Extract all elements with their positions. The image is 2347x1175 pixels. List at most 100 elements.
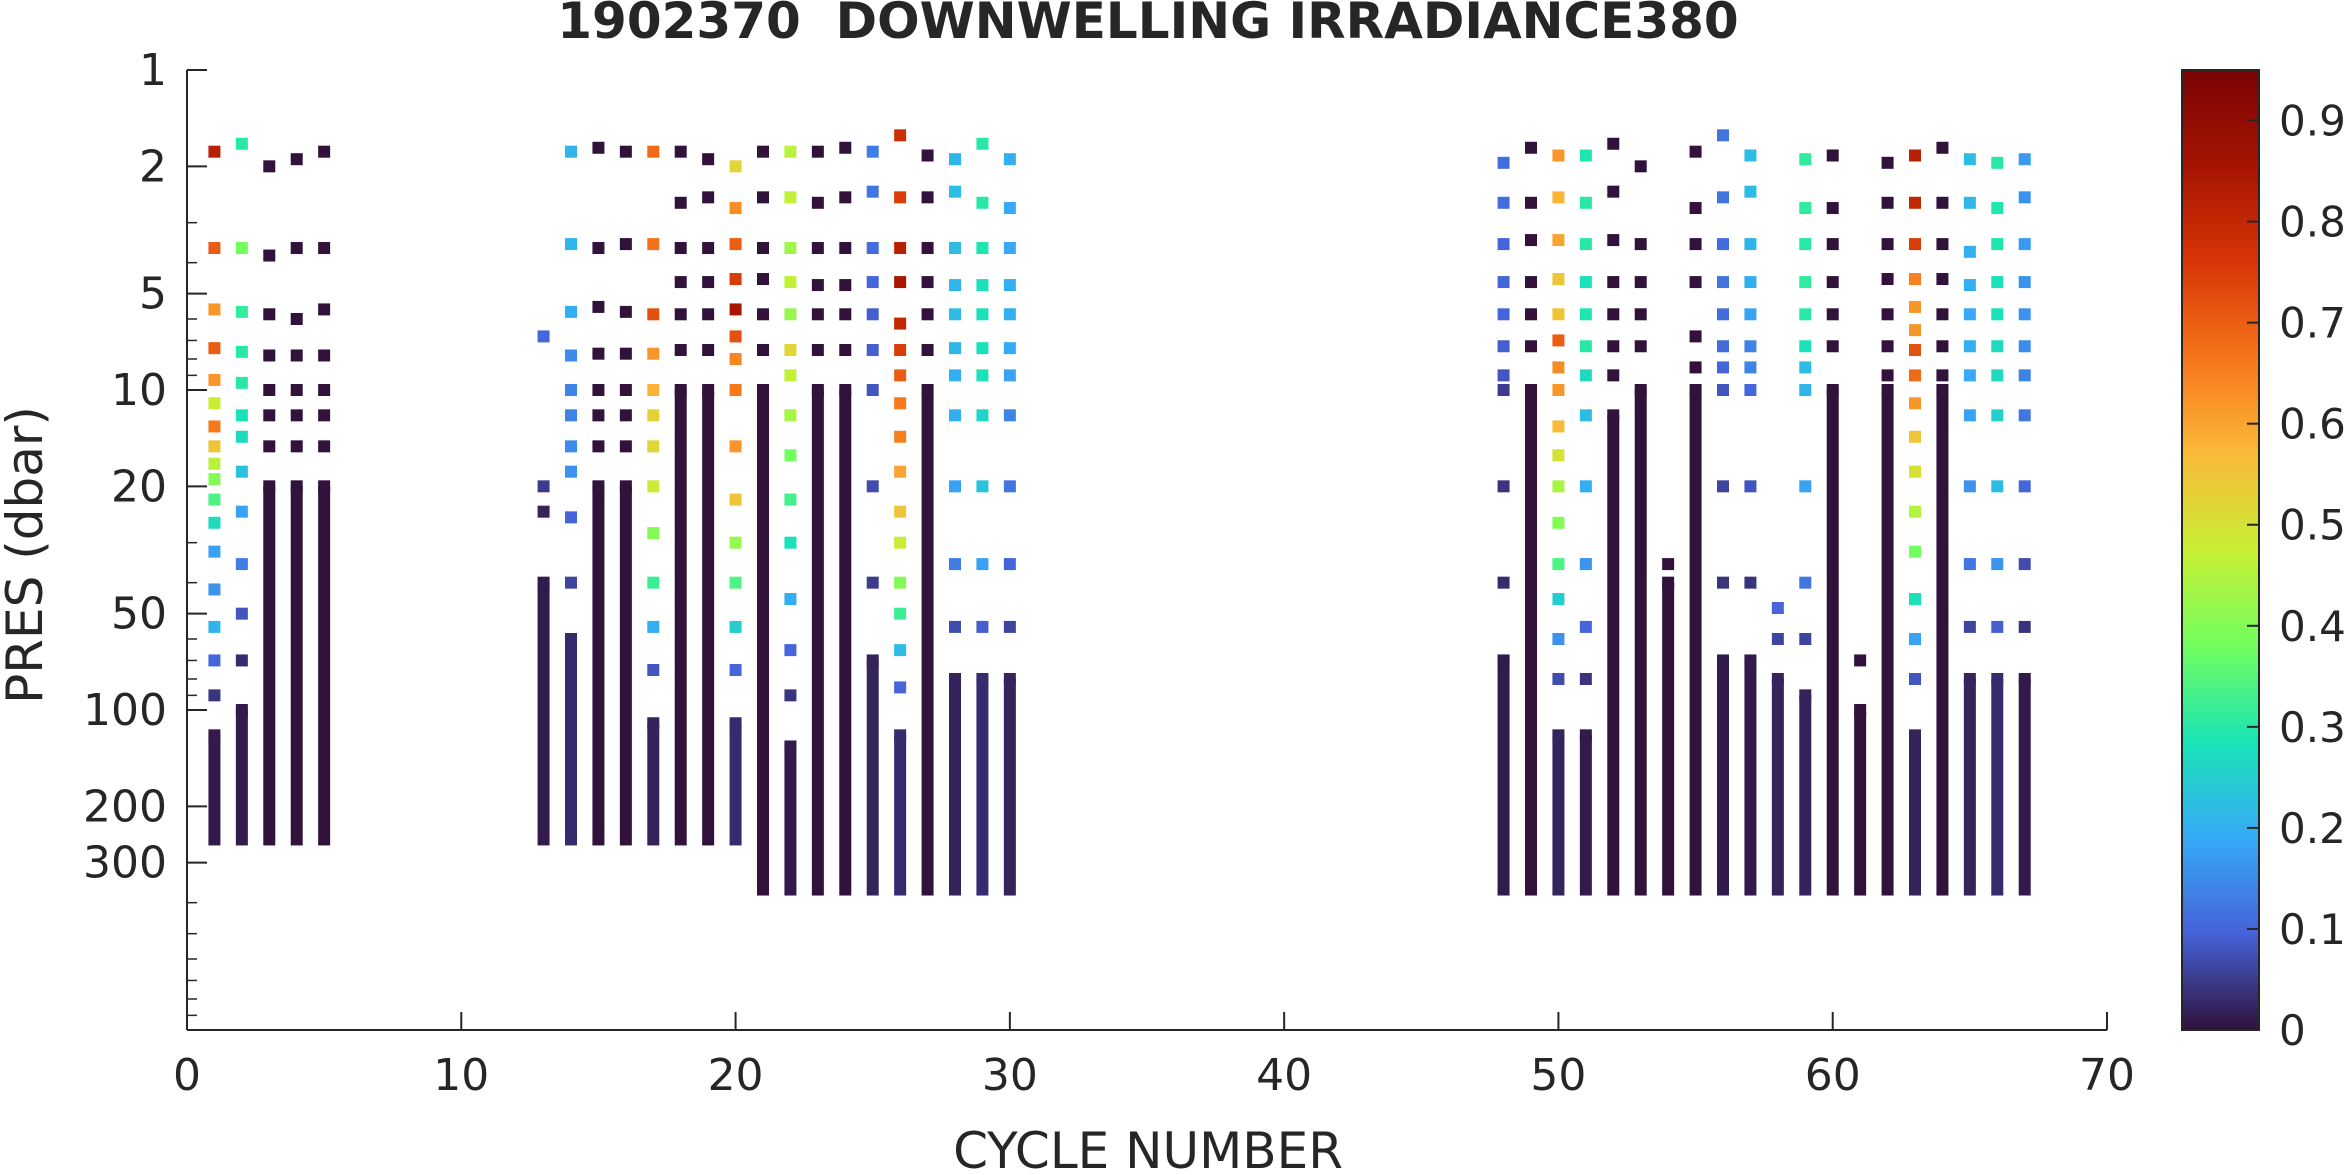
data-point [2018,276,2031,289]
profile-column [1881,390,1894,896]
data-point [1991,558,2004,571]
data-point [1854,654,1867,667]
data-point [1799,202,1812,215]
data-point [1552,672,1565,685]
data-point [729,303,742,316]
profile-cycle-1 [208,145,221,846]
data-point [1909,465,1921,478]
data-point [537,505,550,518]
data-point [894,465,907,478]
profile-column [1497,660,1510,896]
profile-column [263,486,276,846]
data-point [674,196,687,209]
data-point [784,536,797,549]
data-point [757,344,769,357]
data-point [592,347,605,360]
data-point [839,141,852,154]
data-point [1991,238,2004,251]
data-point [949,558,961,571]
data-point [1634,238,1647,251]
data-point [1717,480,1729,493]
data-point [565,465,577,478]
data-point [811,196,824,209]
data-point [318,242,331,255]
data-point [208,545,221,558]
profile-cycle-62 [1881,156,1894,896]
data-point [1003,620,1016,633]
data-point [976,279,989,292]
data-point [784,644,797,657]
data-point [647,620,660,633]
data-point [1799,340,1812,353]
data-point [565,384,577,396]
data-point [565,349,577,362]
data-point [1936,238,1949,251]
data-point [208,516,221,529]
data-point [784,242,797,255]
data-point [976,558,989,571]
data-point [619,384,632,396]
data-point [894,681,907,694]
data-point [949,153,961,166]
data-point [894,397,907,410]
data-point [235,376,248,389]
data-point [1936,384,1949,396]
data-point [839,279,852,292]
data-point [949,342,961,355]
data-point [811,279,824,292]
data-point [1579,620,1592,633]
data-point [1799,153,1812,166]
profile-cycle-21 [757,145,769,896]
data-point [1963,279,1976,292]
data-point [1881,308,1894,321]
data-point [1552,593,1565,606]
data-point [1826,340,1839,353]
data-point [235,345,248,358]
data-point [1552,334,1565,347]
colorbar-tick-label: 0 [2279,1006,2306,1055]
data-point [976,672,989,685]
data-point [1579,340,1592,353]
data-point [811,384,824,396]
profile-cycle-48 [1497,156,1510,896]
data-point [1689,384,1702,396]
data-point [290,440,303,453]
profile-column [894,735,907,896]
data-point [702,153,715,166]
data-point [1525,234,1537,247]
data-point [757,308,769,321]
data-point [1689,145,1702,158]
data-point [1717,384,1729,396]
data-point [1881,238,1894,251]
colorbar-tick-label: 0.8 [2279,198,2346,247]
data-point [1634,384,1647,396]
data-point [318,145,331,158]
data-point [784,409,797,422]
data-point [702,344,715,357]
data-point [1003,409,1016,422]
profile-cycle-17 [647,145,660,846]
data-point [1909,545,1921,558]
data-point [1799,480,1812,493]
data-point [1799,576,1812,589]
data-point [729,536,742,549]
data-point [1552,361,1565,374]
data-point [866,242,879,255]
data-point [1497,308,1510,321]
data-point [1771,633,1784,646]
data-point [839,384,852,396]
data-point [1579,149,1592,162]
chart-title: 1902370 DOWNWELLING IRRADIANCE380 [557,0,1738,50]
data-point [2018,369,2031,382]
data-point [729,273,742,286]
data-point [1607,409,1620,422]
profile-column [1689,390,1702,896]
data-point [674,242,687,255]
data-point [757,384,769,396]
data-point [619,238,632,251]
data-point [1717,238,1729,251]
data-point [1744,576,1757,589]
data-point [208,583,221,596]
data-point [263,440,276,453]
data-point [1936,141,1949,154]
